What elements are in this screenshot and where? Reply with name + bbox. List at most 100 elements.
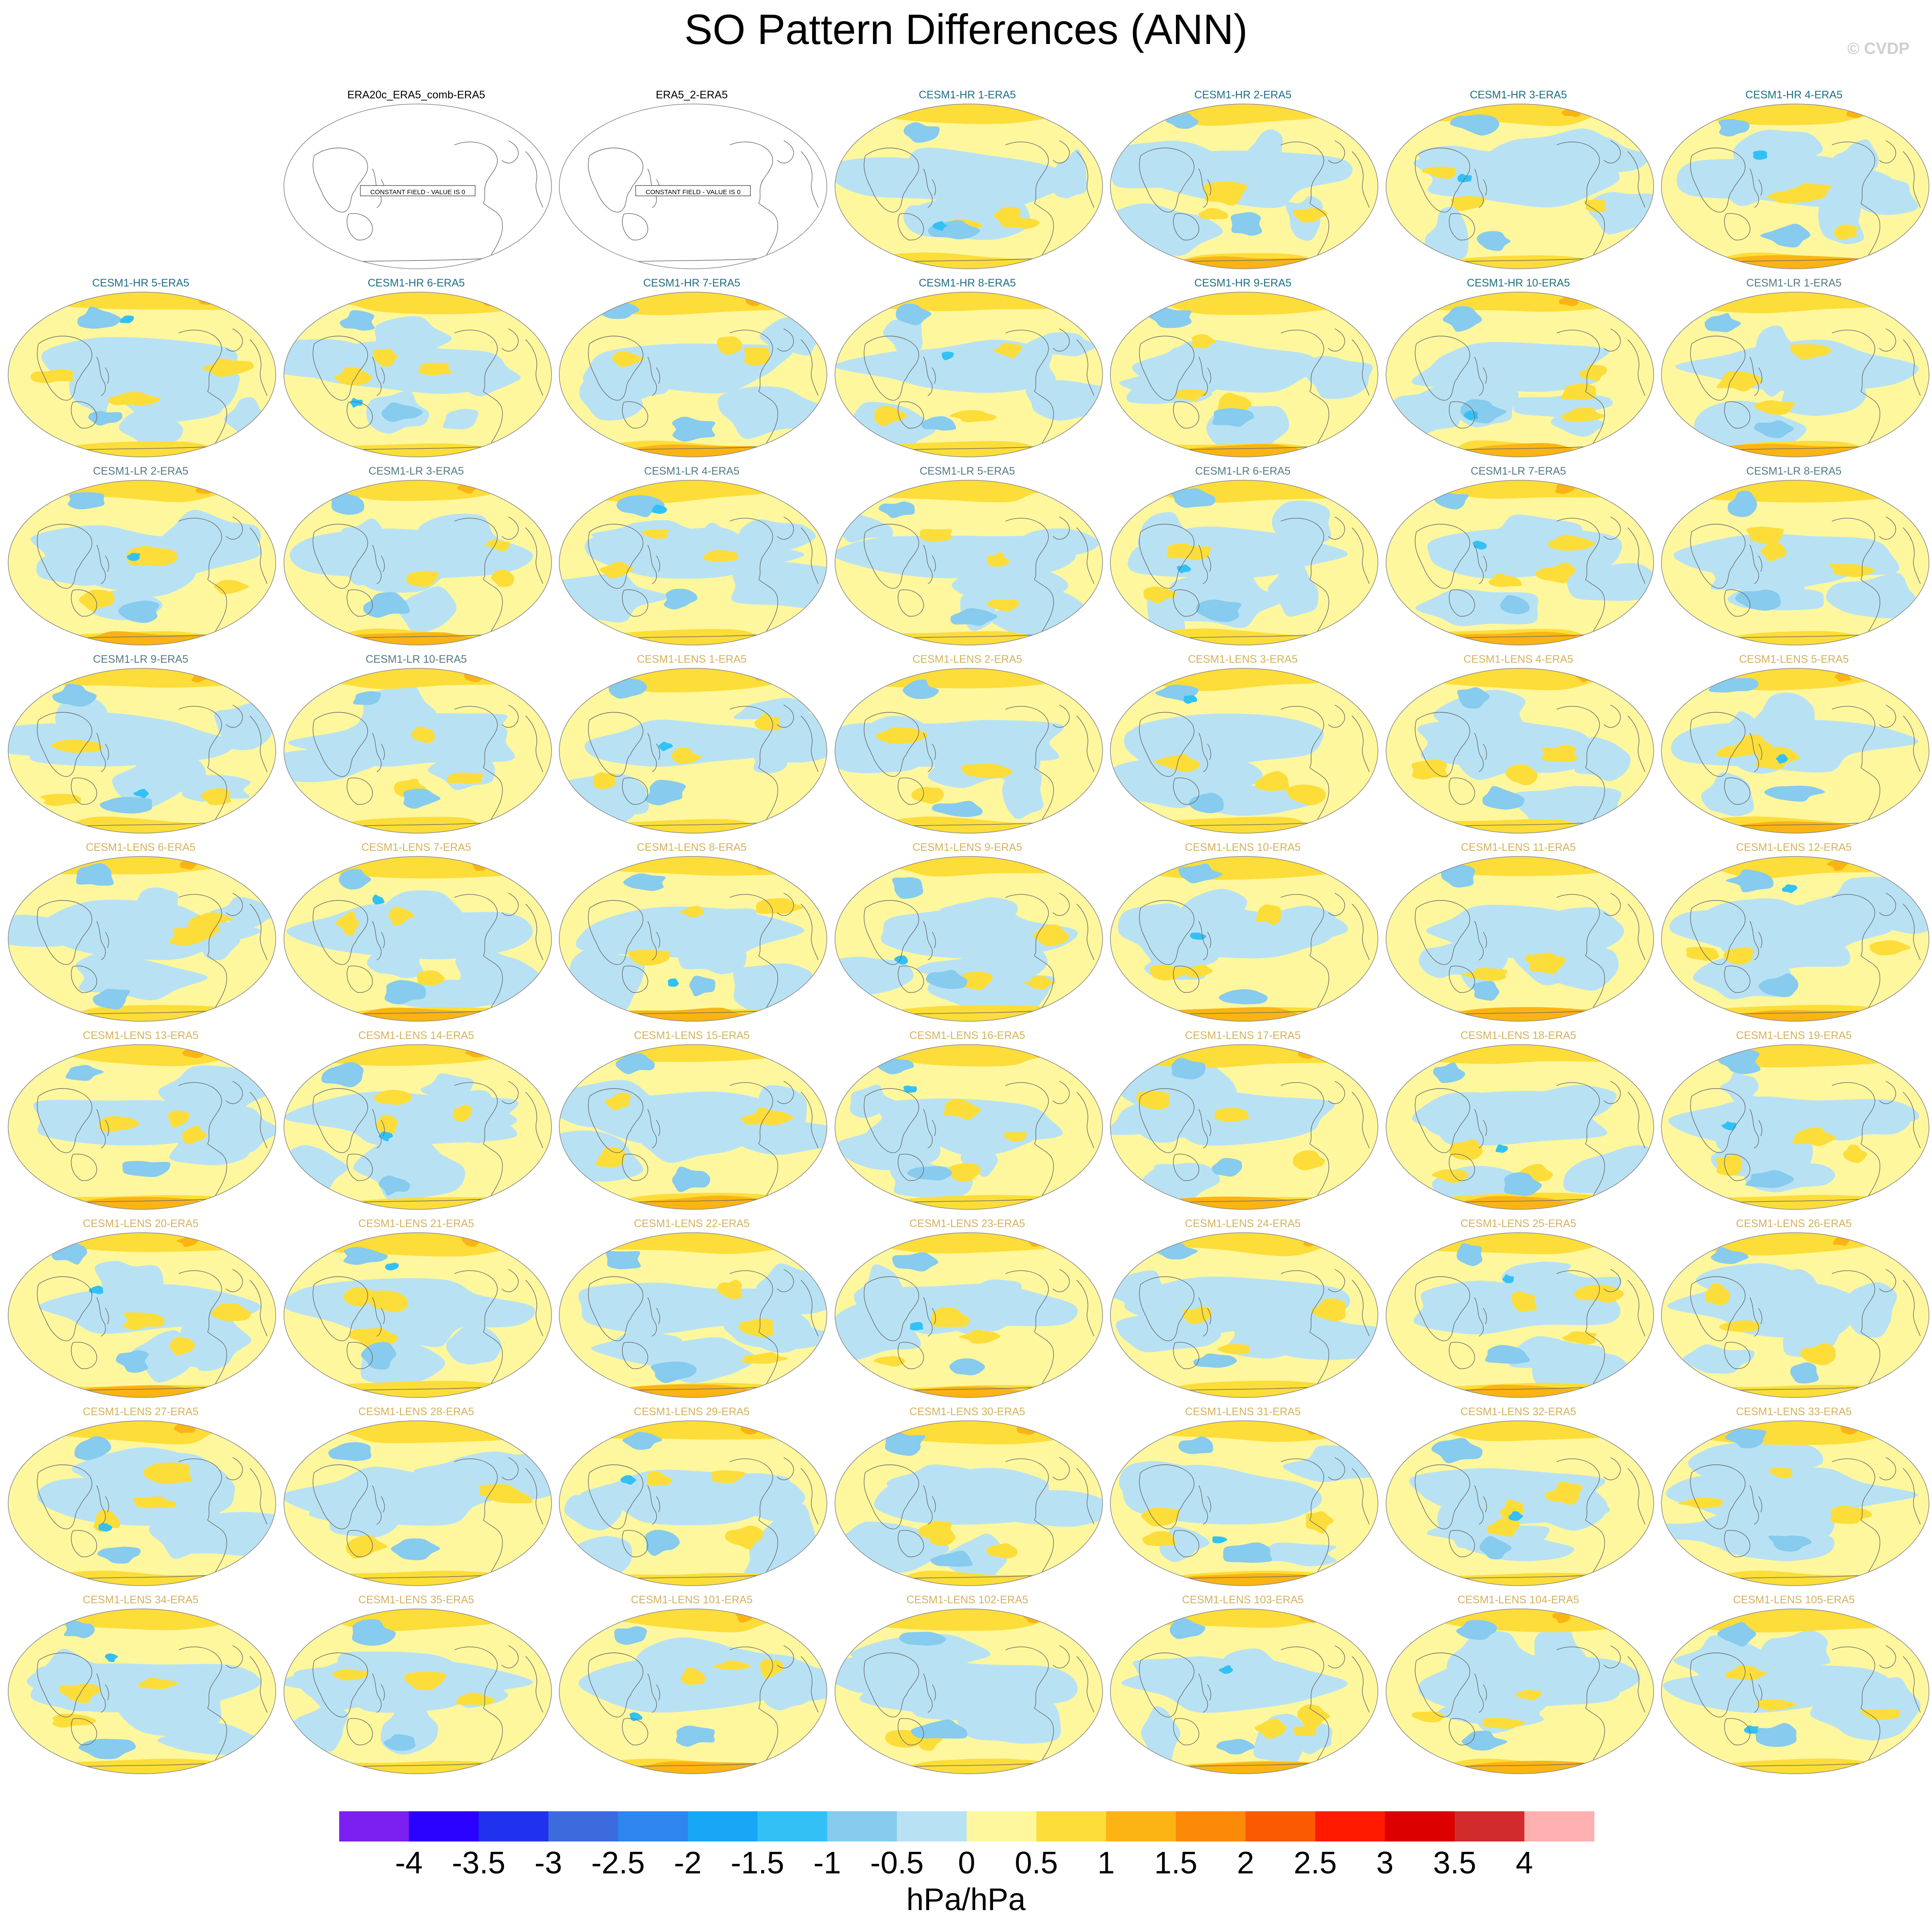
positive-anomaly-region	[1769, 1467, 1793, 1478]
map-border	[283, 104, 552, 269]
coastline	[647, 545, 657, 584]
coastline	[1207, 179, 1211, 196]
coastline	[346, 1342, 373, 1369]
coastline	[1076, 1092, 1094, 1149]
negative-anomaly-region	[214, 703, 273, 750]
coastline	[1034, 1708, 1054, 1760]
negative-anomaly-region	[727, 1473, 805, 1521]
positive-anomaly-region	[1723, 947, 1754, 965]
panel-title: CESM1-LENS 34-ERA5	[82, 1594, 199, 1606]
coastline	[923, 545, 933, 584]
negative-anomaly-region	[951, 562, 1068, 609]
negative-anomaly-region	[1300, 356, 1373, 399]
negative-anomaly-center	[1721, 1121, 1737, 1131]
positive-anomaly-region	[1398, 1045, 1631, 1064]
positive-anomaly-region	[1547, 535, 1595, 551]
coastline	[207, 391, 227, 444]
map-border	[1385, 856, 1654, 1022]
coastline	[178, 1082, 222, 1144]
coastline	[525, 339, 543, 396]
colorbar-unit-label: hPa/hPa	[906, 1882, 1026, 1917]
negative-anomaly-center	[1735, 589, 1781, 611]
negative-anomaly-region	[939, 1533, 1007, 1584]
coastline	[1034, 1520, 1054, 1572]
negative-anomaly-center	[645, 1530, 680, 1556]
negative-anomaly-region	[442, 409, 479, 429]
coastline	[1139, 1088, 1194, 1153]
positive-anomaly-region	[211, 1303, 251, 1321]
coastline	[1034, 955, 1054, 1008]
negative-anomaly-region	[1767, 1269, 1820, 1325]
coastline	[801, 903, 819, 960]
negative-anomaly-region	[1673, 1635, 1784, 1687]
coastline	[1448, 1718, 1475, 1746]
negative-anomaly-center	[931, 801, 983, 817]
coastline	[1448, 401, 1475, 429]
coastline	[501, 1269, 519, 1292]
positive-anomaly-region	[1190, 334, 1217, 349]
map-border	[8, 292, 276, 457]
colorbar-swatch	[339, 1811, 410, 1841]
positive-anomaly-region	[845, 1758, 1064, 1774]
positive-anomaly-region	[1561, 407, 1605, 422]
colorbar-tick-label: 4	[1516, 1846, 1533, 1880]
coastline	[622, 401, 648, 429]
negative-anomaly-center	[1433, 1062, 1465, 1083]
coastline	[864, 1276, 919, 1341]
colorbar-tick-label: -2	[674, 1846, 702, 1880]
negative-anomaly-center	[403, 788, 441, 809]
negative-anomaly-center	[1223, 1542, 1273, 1563]
negative-anomaly-region	[293, 1660, 416, 1711]
negative-anomaly-region	[374, 316, 452, 363]
positive-anomaly-region	[843, 1609, 1060, 1631]
coastline	[1627, 1468, 1645, 1525]
positive-anomaly-region	[1255, 771, 1289, 791]
coastline	[758, 203, 778, 255]
positive-anomaly-region	[857, 441, 1098, 457]
coastline	[931, 1496, 936, 1513]
panel-title: CESM1-LENS 103-ERA5	[1182, 1594, 1304, 1606]
positive-anomaly-region	[334, 367, 372, 386]
coastline	[1482, 1684, 1487, 1701]
coastline	[897, 777, 924, 805]
coastline	[1448, 1530, 1475, 1558]
coastline	[71, 401, 97, 429]
positive-anomaly-region	[1139, 292, 1347, 315]
panel-title: CESM1-LENS 11-ERA5	[1461, 841, 1576, 853]
coastline	[312, 1652, 368, 1718]
coastline	[1724, 213, 1750, 241]
negative-anomaly-region	[26, 1649, 127, 1712]
negative-anomaly-center	[98, 1523, 113, 1532]
map-panel	[1661, 856, 1929, 1022]
coastline	[1556, 1646, 1600, 1709]
negative-anomaly-region	[939, 897, 1018, 924]
coastline	[1749, 1673, 1759, 1713]
coastline	[1173, 213, 1199, 241]
copyright-label: © CVDP	[1847, 40, 1910, 58]
coastline	[1328, 893, 1345, 916]
coastline	[1352, 1280, 1370, 1337]
negative-anomaly-center	[932, 221, 948, 231]
coastline	[1448, 213, 1475, 241]
negative-anomaly-center	[903, 122, 939, 143]
negative-anomaly-region	[170, 1076, 274, 1098]
coastline	[483, 1331, 503, 1384]
positive-anomaly-region	[725, 1525, 763, 1550]
negative-anomaly-center	[331, 492, 364, 515]
negative-anomaly-center	[1500, 595, 1530, 614]
coastline	[622, 1530, 648, 1558]
constant-field-note: CONSTANT FIELD - VALUE IS 0	[370, 189, 465, 196]
negative-anomaly-region	[113, 361, 222, 422]
negative-anomaly-center	[1193, 1353, 1237, 1368]
map-border	[559, 480, 827, 645]
coastline	[1627, 339, 1645, 396]
map-border	[559, 1420, 827, 1586]
coastline	[1352, 339, 1370, 396]
panel-title: CESM1-LENS 105-ERA5	[1733, 1594, 1855, 1606]
coastline	[1309, 203, 1330, 255]
coastline	[249, 715, 268, 772]
coastline	[1352, 1468, 1370, 1525]
map-panel	[1385, 1608, 1654, 1774]
negative-anomaly-center	[1461, 1731, 1507, 1751]
coastline	[1053, 1645, 1070, 1668]
